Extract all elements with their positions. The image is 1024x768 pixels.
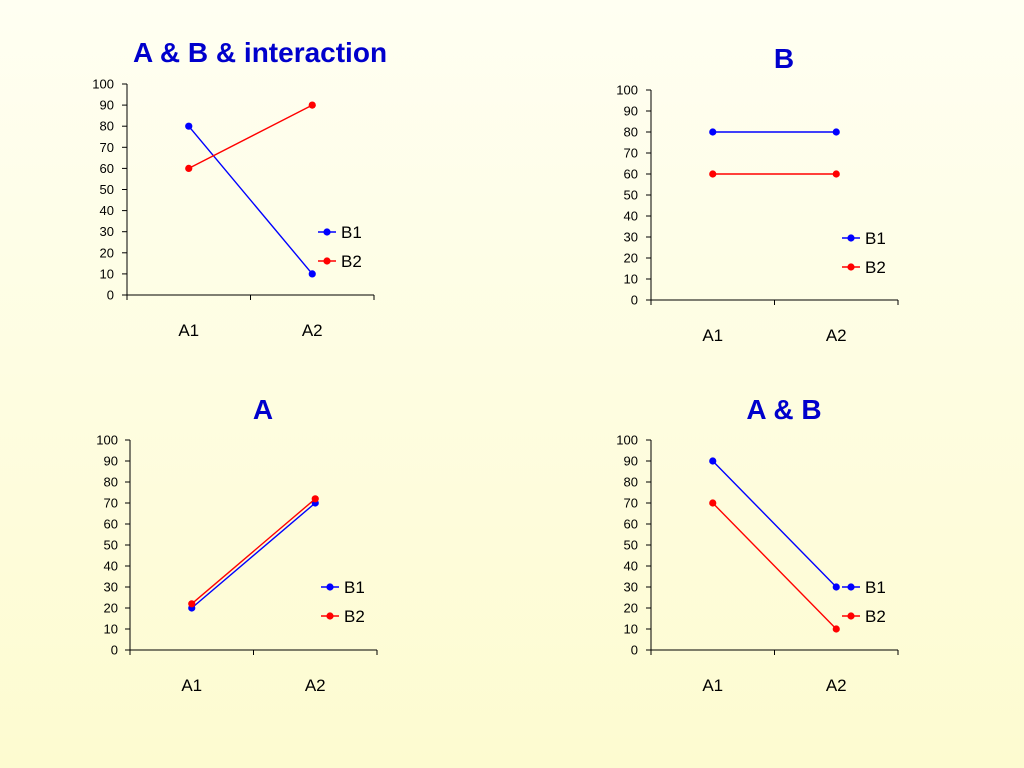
y-tick-label: 30 — [624, 230, 638, 245]
y-tick-label: 50 — [624, 188, 638, 203]
legend-marker-b2 — [326, 612, 334, 620]
y-tick-label: 10 — [104, 622, 118, 637]
y-tick-label: 90 — [100, 98, 114, 113]
legend-marker-b1 — [847, 234, 855, 242]
x-tick-label: A2 — [826, 676, 847, 695]
legend-marker-b2 — [847, 263, 855, 271]
y-tick-label: 40 — [104, 559, 118, 574]
legend-marker-b1 — [326, 583, 334, 591]
y-tick-label: 50 — [100, 182, 114, 197]
y-tick-label: 100 — [616, 83, 638, 98]
y-tick-label: 60 — [100, 161, 114, 176]
data-point-b2 — [308, 101, 316, 109]
y-tick-label: 80 — [104, 475, 118, 490]
chart-a: A 0 10 20 30 40 50 60 70 80 90 100 A1 A2 B1 B2 — [96, 394, 378, 695]
legend-marker-b2 — [847, 612, 855, 620]
chart-title: A — [253, 394, 273, 425]
data-point-b2 — [832, 170, 840, 178]
y-tick-label: 90 — [624, 454, 638, 469]
legend-marker-b2 — [323, 257, 331, 265]
data-point-b1 — [832, 583, 840, 591]
legend-label-b2: B2 — [865, 607, 886, 626]
y-tick-label: 70 — [104, 496, 118, 511]
data-point-b2 — [709, 170, 717, 178]
data-point-b1 — [709, 128, 717, 136]
series-line-b1 — [188, 125, 313, 275]
y-tick-label: 80 — [624, 125, 638, 140]
series-line-b1 — [191, 502, 316, 609]
y-tick-label: 30 — [624, 580, 638, 595]
y-tick-label: 90 — [104, 454, 118, 469]
y-tick-label: 10 — [100, 266, 114, 281]
data-point-b2 — [188, 600, 196, 608]
data-point-b2 — [709, 499, 717, 507]
y-tick-label: 60 — [104, 517, 118, 532]
y-tick-label: 50 — [104, 538, 118, 553]
x-tick-label: A1 — [702, 676, 723, 695]
series-line-b2 — [712, 502, 837, 630]
y-tick-label: 70 — [624, 146, 638, 161]
chart-title: B — [774, 43, 794, 74]
legend-label-b1: B1 — [341, 223, 362, 242]
chart-a-and-b: A & B 0 10 20 30 40 50 60 70 80 90 100 A1 A2 B1 B2 — [616, 394, 899, 695]
y-tick-label: 0 — [111, 643, 118, 658]
x-tick-label: A1 — [702, 326, 723, 345]
chart-title: A & B — [746, 394, 821, 425]
y-tick-label: 20 — [104, 601, 118, 616]
x-tick-label: A2 — [305, 676, 326, 695]
y-tick-label: 0 — [107, 288, 114, 303]
y-tick-label: 40 — [100, 203, 114, 218]
y-tick-label: 60 — [624, 517, 638, 532]
y-tick-label: 60 — [624, 167, 638, 182]
y-tick-label: 100 — [616, 433, 638, 448]
data-point-b1 — [832, 128, 840, 136]
data-point-b1 — [709, 457, 717, 465]
y-tick-label: 100 — [92, 77, 114, 92]
y-tick-label: 90 — [624, 104, 638, 119]
y-tick-label: 30 — [104, 580, 118, 595]
y-tick-label: 20 — [100, 245, 114, 260]
y-tick-label: 70 — [100, 140, 114, 155]
legend-label-b2: B2 — [865, 258, 886, 277]
chart-b: B 0 10 20 30 40 50 60 70 80 90 100 A1 A2 B1 B2 — [616, 43, 899, 345]
legend-label-b2: B2 — [341, 252, 362, 271]
y-tick-label: 0 — [631, 643, 638, 658]
y-tick-label: 80 — [100, 119, 114, 134]
legend-marker-b1 — [323, 228, 331, 236]
legend-label-b2: B2 — [344, 607, 365, 626]
y-tick-label: 30 — [100, 224, 114, 239]
y-tick-label: 20 — [624, 251, 638, 266]
legend-label-b1: B1 — [344, 578, 365, 597]
series-line-b2 — [188, 104, 313, 170]
legend-label-b1: B1 — [865, 578, 886, 597]
y-tick-label: 50 — [624, 538, 638, 553]
y-tick-label: 20 — [624, 601, 638, 616]
x-tick-label: A1 — [181, 676, 202, 695]
data-point-b1 — [308, 270, 316, 278]
chart-title: A & B & interaction — [133, 37, 387, 68]
data-point-b2 — [185, 164, 193, 172]
data-point-b2 — [832, 625, 840, 633]
y-tick-label: 80 — [624, 475, 638, 490]
x-tick-label: A2 — [826, 326, 847, 345]
x-tick-label: A1 — [178, 321, 199, 340]
y-tick-label: 100 — [96, 433, 118, 448]
y-tick-label: 0 — [631, 293, 638, 308]
x-tick-label: A2 — [302, 321, 323, 340]
y-tick-label: 10 — [624, 272, 638, 287]
y-tick-label: 70 — [624, 496, 638, 511]
series-line-b2 — [191, 498, 316, 605]
data-point-b2 — [311, 495, 319, 503]
data-point-b1 — [185, 122, 193, 130]
y-tick-label: 10 — [624, 622, 638, 637]
legend-label-b1: B1 — [865, 229, 886, 248]
legend-marker-b1 — [847, 583, 855, 591]
series-line-b1 — [712, 460, 837, 588]
y-tick-label: 40 — [624, 209, 638, 224]
y-tick-label: 40 — [624, 559, 638, 574]
chart-interaction: A & B & interaction 0 10 20 30 40 50 60 70 80 90 10… — [92, 37, 387, 340]
